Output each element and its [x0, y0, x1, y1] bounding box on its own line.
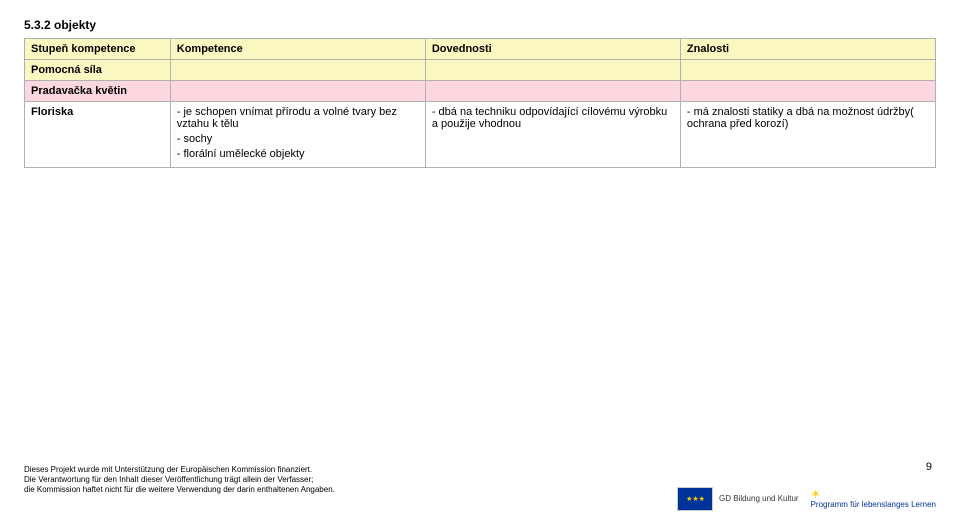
footer-logos: ★ ★ ★ GD Bildung und Kultur ✶ Programm f…	[677, 487, 936, 511]
list-item: - je schopen vnímat přírodu a volné tvar…	[177, 106, 419, 130]
list-item: - sochy	[177, 133, 419, 145]
col-header-competence: Kompetence	[170, 39, 425, 60]
lifelong-learning-logo: ✶ Programm für lebenslanges Lernen	[811, 488, 936, 510]
row-label-florist: Floriska	[25, 102, 171, 168]
disclaimer-text: Dieses Projekt wurde mit Unterstützung d…	[24, 465, 384, 495]
page-number: 9	[926, 461, 932, 473]
eu-flag-icon: ★ ★ ★	[677, 487, 713, 511]
col-header-knowledge: Znalosti	[680, 39, 935, 60]
table-row: Pomocná síla	[25, 60, 936, 81]
col-header-skills: Dovednosti	[425, 39, 680, 60]
disclaimer-line: die Kommission haftet nicht für die weit…	[24, 485, 335, 494]
cell-empty	[425, 81, 680, 102]
footer: 9 Dieses Projekt wurde mit Unterstützung…	[24, 465, 936, 511]
cell-empty	[425, 60, 680, 81]
cell-skills: - dbá na techniku odpovídající cílovému …	[425, 102, 680, 168]
row-label-helper: Pomocná síla	[25, 60, 171, 81]
disclaimer-line: Dieses Projekt wurde mit Unterstützung d…	[24, 465, 312, 474]
table-row: Floriska - je schopen vnímat přírodu a v…	[25, 102, 936, 168]
cell-empty	[680, 81, 935, 102]
table-header-row: Stupeň kompetence Kompetence Dovednosti …	[25, 39, 936, 60]
cell-empty	[680, 60, 935, 81]
eu-stars-icon: ★ ★ ★	[678, 488, 712, 510]
col-header-level: Stupeň kompetence	[25, 39, 171, 60]
list-item: - florální umělecké objekty	[177, 148, 419, 160]
cell-competence: - je schopen vnímat přírodu a volné tvar…	[170, 102, 425, 168]
section-title: 5.3.2 objekty	[24, 18, 936, 32]
cell-knowledge: - má znalosti statiky a dbá na možnost ú…	[680, 102, 935, 168]
competence-table: Stupeň kompetence Kompetence Dovednosti …	[24, 38, 936, 168]
disclaimer-line: Die Verantwortung für den Inhalt dieser …	[24, 475, 313, 484]
row-label-seller: Pradavačka květin	[25, 81, 171, 102]
lll-logo-text: Programm für lebenslanges Lernen	[811, 501, 936, 510]
eu-logo-text: GD Bildung und Kultur	[719, 495, 799, 504]
cell-empty	[170, 60, 425, 81]
eu-logo-block: ★ ★ ★ GD Bildung und Kultur	[677, 487, 799, 511]
cell-empty	[170, 81, 425, 102]
table-row: Pradavačka květin	[25, 81, 936, 102]
